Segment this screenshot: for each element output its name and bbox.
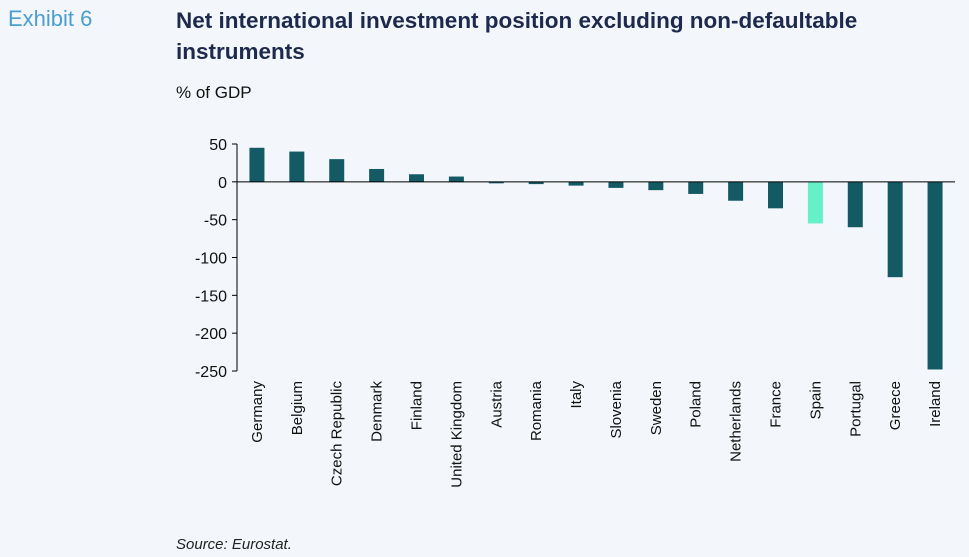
x-tick-label: Sweden bbox=[648, 381, 665, 435]
y-tick-label: 0 bbox=[218, 175, 227, 192]
y-tick-label: -50 bbox=[204, 213, 227, 230]
bar-portugal bbox=[847, 181, 863, 228]
bar-spain bbox=[807, 181, 823, 224]
bar-slovenia bbox=[608, 181, 624, 188]
bar-united-kingdom bbox=[448, 176, 464, 182]
bar-greece bbox=[887, 181, 903, 278]
bars bbox=[249, 147, 943, 370]
bar-denmark bbox=[369, 168, 385, 182]
x-tick-label: Denmark bbox=[369, 381, 386, 442]
x-tick-label: Belgium bbox=[289, 381, 306, 435]
y-axis: 50 0 -50 -100 -150 -200 -250 bbox=[195, 137, 238, 381]
y-tick-label: -200 bbox=[195, 326, 227, 343]
x-tick-label: Austria bbox=[488, 380, 505, 427]
x-tick-label: Netherlands bbox=[728, 381, 745, 462]
y-tick-label: -100 bbox=[195, 251, 227, 268]
x-tick-label: Finland bbox=[409, 381, 426, 430]
bar-czech-republic bbox=[329, 159, 345, 182]
exhibit-label: Exhibit 6 bbox=[8, 6, 93, 31]
y-tick-label: -150 bbox=[195, 288, 227, 305]
bar-finland bbox=[409, 174, 424, 182]
bar-poland bbox=[688, 181, 704, 194]
x-tick-label: Slovenia bbox=[608, 380, 625, 438]
bar-germany bbox=[249, 147, 265, 182]
unit-label: % of GDP bbox=[176, 83, 252, 102]
y-tick-label: 50 bbox=[209, 137, 227, 154]
x-tick-label: Portugal bbox=[847, 381, 864, 437]
bar-italy bbox=[568, 181, 584, 186]
bar-belgium bbox=[289, 151, 305, 182]
x-tick-label: Greece bbox=[887, 381, 904, 430]
x-tick-label: Spain bbox=[807, 381, 824, 419]
bar-netherlands bbox=[728, 181, 744, 201]
y-tick-label: -250 bbox=[195, 364, 227, 381]
x-tick-label: Ireland bbox=[927, 381, 944, 427]
chart-title: Net international investment position ex… bbox=[176, 8, 858, 64]
bar-sweden bbox=[648, 181, 664, 191]
bar-romania bbox=[528, 181, 544, 185]
x-tick-label: France bbox=[768, 381, 785, 428]
x-axis: Germany Belgium Czech Republic Denmark Finla… bbox=[237, 181, 955, 488]
x-tick-label: Italy bbox=[568, 381, 585, 409]
x-tick-label: Romania bbox=[528, 380, 545, 441]
bar-austria bbox=[488, 181, 504, 184]
bar-france bbox=[768, 181, 783, 209]
x-tick-label: Poland bbox=[688, 381, 705, 428]
x-tick-label: United Kingdom bbox=[448, 381, 465, 488]
bar-ireland bbox=[927, 181, 943, 370]
x-tick-label: Czech Republic bbox=[329, 381, 346, 487]
x-tick-label: Germany bbox=[249, 381, 266, 443]
source-note: Source: Eurostat. bbox=[176, 536, 292, 553]
